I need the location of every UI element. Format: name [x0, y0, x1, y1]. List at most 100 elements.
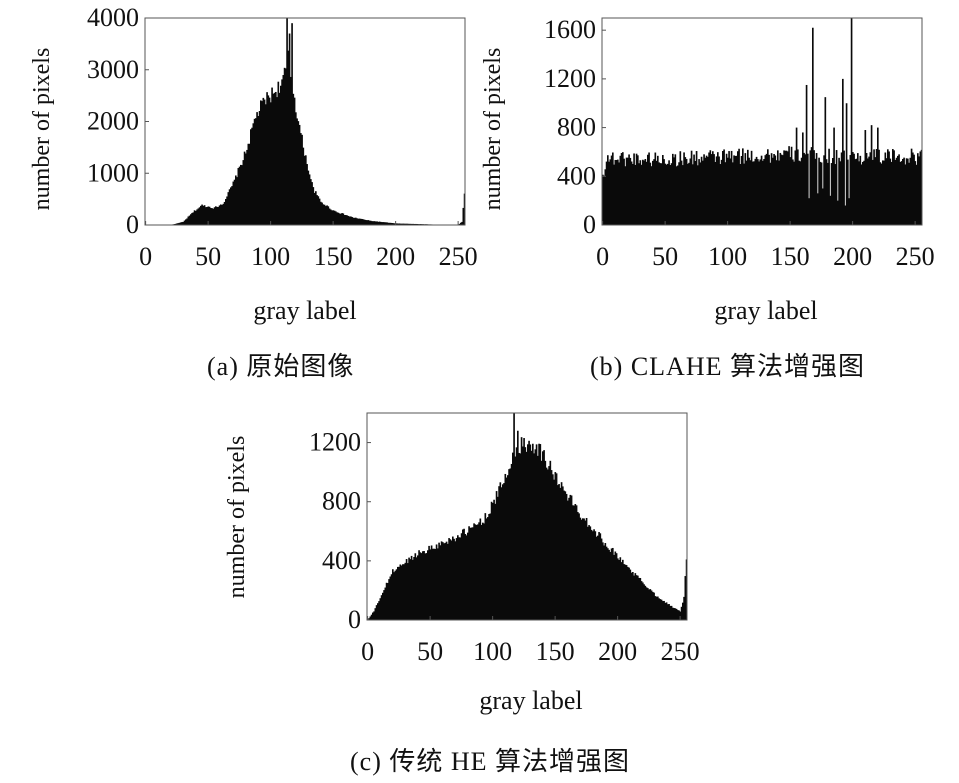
chart-b-bar — [879, 162, 882, 225]
chart-b-bar — [708, 152, 710, 225]
chart-c-bar — [504, 473, 507, 620]
chart-a-bar — [188, 215, 191, 225]
chart-b-bar — [613, 164, 615, 225]
chart-a-bar — [290, 76, 292, 225]
chart-a-bar — [280, 85, 282, 225]
chart-c-bar — [560, 482, 563, 620]
chart-a-bar — [400, 223, 402, 225]
chart-a-ylabel: number of pixels — [29, 47, 55, 211]
chart-b-bar — [615, 159, 618, 225]
chart-c-bar — [605, 546, 608, 620]
chart-c-bar — [607, 548, 609, 620]
chart-b-bar — [674, 154, 677, 225]
chart-b-bar — [917, 153, 919, 225]
chart-b-bar — [887, 149, 889, 225]
chart-c-bar — [584, 520, 587, 620]
chart-a-bar — [183, 220, 186, 225]
chart-b-bar — [880, 163, 883, 225]
chart-b-bar — [634, 164, 637, 225]
chart-b-bar — [662, 155, 664, 225]
chart-a-bar — [301, 134, 303, 225]
chart-b-bar — [872, 159, 874, 225]
chart-a-bar — [393, 223, 396, 225]
chart-b-bar — [907, 158, 909, 225]
chart-c-bar — [682, 602, 684, 620]
chart-c-bar — [484, 513, 487, 620]
chart-b-bar — [904, 164, 907, 225]
chart-a-bar — [265, 104, 267, 225]
chart-b-bar — [719, 164, 722, 225]
chart-a-bar — [253, 118, 256, 225]
chart-a-bar — [316, 195, 318, 225]
chart-a-bar — [341, 213, 343, 225]
chart-c-bar — [568, 497, 570, 620]
chart-c-bar — [474, 524, 477, 620]
chart-b-bar — [778, 160, 780, 225]
chart-a-bar — [376, 221, 378, 225]
chart-a-bar — [362, 219, 365, 225]
chart-b-bar — [619, 155, 622, 225]
chart-b-caption: (b) CLAHE 算法增强图 — [590, 352, 865, 381]
chart-a-bar — [228, 189, 231, 225]
chart-b-bar — [639, 160, 642, 225]
chart-c-bar — [572, 505, 574, 620]
x-tick-label: 250 — [439, 242, 478, 271]
chart-c-bar — [653, 592, 655, 620]
chart-b-bar — [610, 155, 613, 225]
chart-c-bar — [383, 590, 385, 620]
chart-c-bar — [640, 581, 643, 620]
chart-b-bar — [859, 155, 862, 225]
chart-c-bar — [515, 447, 518, 620]
chart-b-bar — [764, 155, 767, 225]
x-tick-label: 150 — [314, 242, 353, 271]
chart-b-bar — [629, 157, 632, 225]
chart-a-caption: (a) 原始图像 — [207, 352, 355, 381]
chart-c-bar — [495, 491, 498, 620]
chart-c-bar — [617, 558, 619, 620]
chart-b-bar — [603, 175, 605, 225]
chart-a-bar — [276, 97, 278, 225]
chart-b-bar — [689, 158, 692, 225]
chart-a-bar — [461, 221, 463, 225]
chart-b-bar — [825, 159, 828, 225]
chart-a-bar — [332, 210, 335, 225]
chart-c-bar — [583, 518, 585, 620]
chart-c-bar — [629, 569, 632, 620]
chart-b-bar — [650, 166, 653, 225]
chart-b-bar — [742, 148, 744, 225]
chart-c-bar — [445, 541, 448, 620]
chart-b-bar — [868, 156, 870, 225]
chart-c-bar — [599, 533, 602, 620]
chart-c-bar — [567, 500, 569, 620]
chart-b-bar — [730, 150, 733, 225]
chart-b-bar — [815, 153, 818, 225]
chart-a-bar — [262, 97, 265, 225]
chart-a-bar — [196, 209, 198, 225]
chart-c-bar — [684, 576, 687, 620]
chart-b-bar — [799, 161, 802, 225]
chart-c-bar — [613, 554, 615, 620]
chart-c-bar — [432, 548, 434, 620]
chart-c-bar — [404, 562, 407, 620]
chart-a-bar — [407, 223, 410, 225]
chart-c-bar — [548, 466, 550, 620]
chart-a-bar — [291, 23, 293, 226]
chart-a-bar — [372, 221, 375, 225]
chart-c-bar — [488, 514, 490, 620]
chart-b-bar — [818, 157, 820, 225]
chart-c-bar — [472, 527, 474, 620]
chart-b-bar — [745, 160, 748, 225]
chart-b-bar — [747, 149, 749, 225]
chart-c-bar — [574, 504, 577, 620]
chart-c-bar — [389, 576, 392, 620]
chart-c-bar — [545, 467, 548, 620]
chart-b-bar — [608, 161, 610, 225]
chart-a-bar — [206, 206, 208, 225]
chart-a-bar — [233, 179, 236, 225]
chart-a-bar — [182, 221, 185, 225]
chart-b-bar — [677, 165, 679, 225]
chart-c-bar — [634, 573, 637, 620]
chart-c-bar — [609, 551, 612, 620]
chart-c-bar — [577, 512, 579, 620]
chart-c-bar — [450, 540, 453, 620]
